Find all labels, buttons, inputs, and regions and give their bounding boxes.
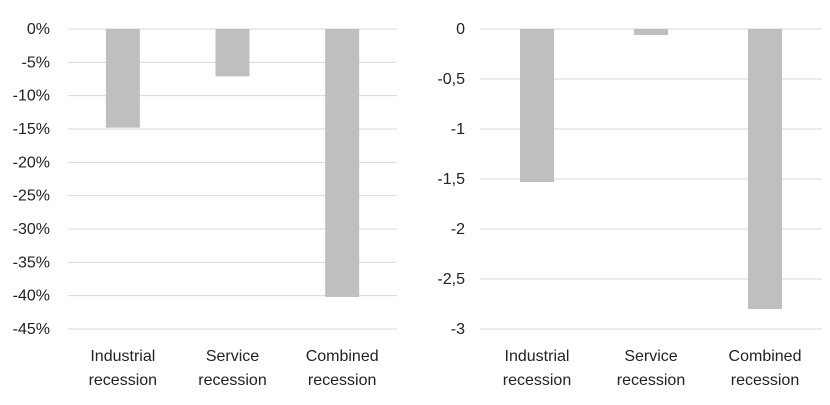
y-tick-label: -5% — [22, 54, 50, 71]
bar-combined-recession — [325, 29, 360, 297]
bar-industrial-recession — [105, 29, 140, 128]
y-tick-label: 0 — [456, 21, 465, 38]
x-category-label: recession — [503, 372, 571, 389]
x-category-label: recession — [198, 372, 266, 389]
y-tick-label: -10% — [13, 88, 50, 105]
y-tick-label: 0% — [27, 21, 50, 38]
y-tick-label: -2 — [451, 221, 465, 238]
x-category-label: Service — [624, 348, 677, 365]
y-tick-label: -35% — [13, 254, 50, 271]
y-tick-label: -45% — [13, 321, 50, 338]
right-bar-chart: 0 -0,5 -1 -1,5 -2 -2,5 -3 Industrial recession Se… — [437, 21, 822, 389]
y-tick-label: -30% — [13, 221, 50, 238]
y-tick-label: -20% — [13, 154, 50, 171]
y-tick-label: -2,5 — [437, 271, 465, 288]
y-tick-label: -0,5 — [437, 71, 465, 88]
x-category-label: Service — [206, 348, 259, 365]
y-tick-label: -40% — [13, 288, 50, 305]
y-tick-label: -25% — [13, 188, 50, 205]
y-tick-label: -1 — [451, 121, 465, 138]
y-tick-label: -15% — [13, 121, 50, 138]
bar-industrial-recession — [520, 29, 554, 182]
y-tick-label: -3 — [451, 321, 465, 338]
x-category-label: Industrial — [90, 348, 155, 365]
x-category-label: recession — [617, 372, 685, 389]
x-category-label: Combined — [729, 348, 802, 365]
x-category-label: recession — [731, 372, 799, 389]
x-category-label: Industrial — [505, 348, 570, 365]
bar-combined-recession — [748, 29, 782, 309]
y-tick-label: -1,5 — [437, 171, 465, 188]
left-bar-chart: 0% -5% -10% -15% -20% -25% -30% -35% -40% -45% Ind… — [13, 21, 397, 389]
bar-service-recession — [215, 29, 250, 77]
x-category-label: Combined — [306, 348, 379, 365]
x-category-label: recession — [89, 372, 157, 389]
x-category-label: recession — [308, 372, 376, 389]
bar-service-recession — [634, 29, 668, 35]
